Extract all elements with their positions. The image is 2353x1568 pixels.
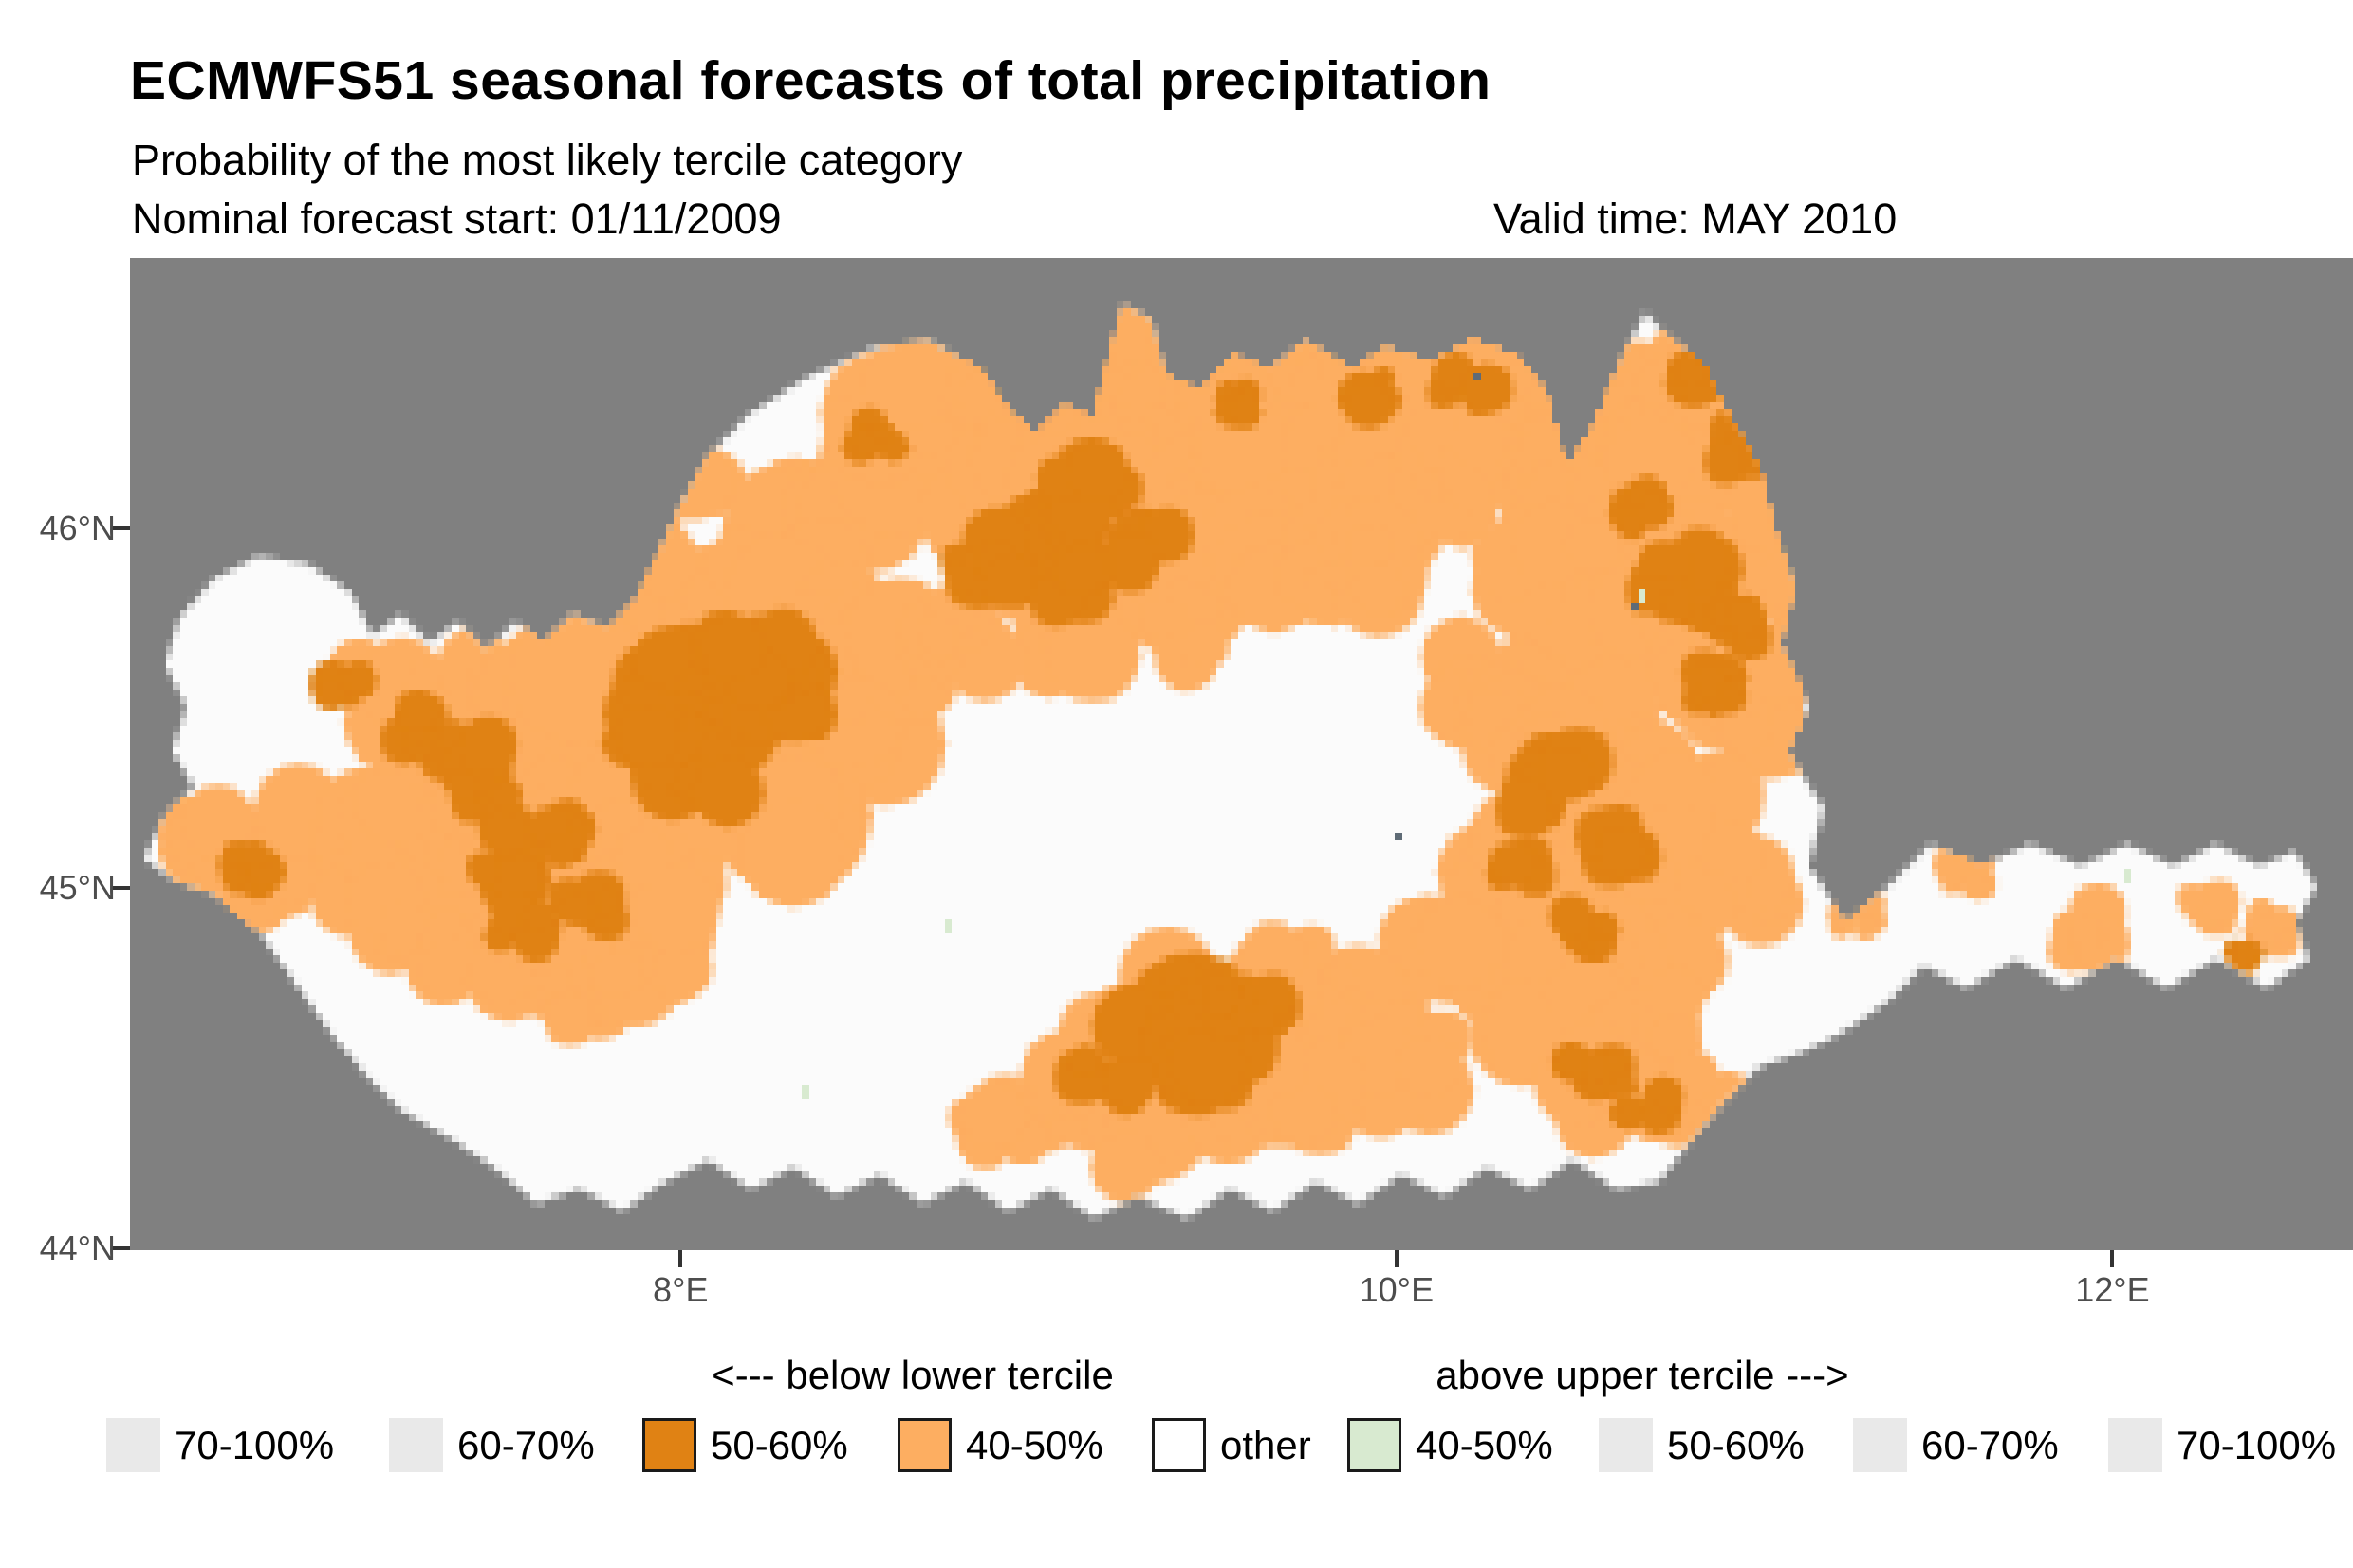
y-tick-mark: [113, 526, 130, 530]
forecast-map: [130, 258, 2353, 1250]
x-tick-label: 10°E: [1359, 1270, 1435, 1309]
y-tick-mark: [113, 1245, 130, 1250]
forecast-start-label: Nominal forecast start: 01/11/2009: [132, 194, 782, 243]
x-tick-mark: [1394, 1250, 1399, 1267]
legend-swatch-below-70-100-: [106, 1418, 160, 1472]
legend-header-above-tercile: above upper tercile --->: [1436, 1353, 1849, 1397]
y-tick-label: 44°N: [39, 1227, 116, 1267]
x-tick-label: 12°E: [2075, 1270, 2150, 1309]
legend-label: 70-100%: [175, 1423, 335, 1467]
legend-label: 50-60%: [711, 1423, 848, 1467]
legend-swatch-below-60-70-: [389, 1418, 443, 1472]
legend-label: 60-70%: [1921, 1423, 2059, 1467]
legend-swatch-above-70-100-: [2108, 1418, 2162, 1472]
legend-label: 50-60%: [1667, 1423, 1805, 1467]
legend-swatch-above-40-50-: [1347, 1418, 1401, 1472]
legend-label: other: [1220, 1423, 1311, 1467]
legend-swatch-below-50-60-: [642, 1418, 696, 1472]
y-tick-mark: [113, 886, 130, 891]
x-tick-mark: [678, 1250, 683, 1267]
legend-label: 60-70%: [457, 1423, 595, 1467]
valid-time-label: Valid time: MAY 2010: [1493, 194, 1898, 243]
legend-swatch-above-60-70-: [1853, 1418, 1907, 1472]
legend-label: 70-100%: [2177, 1423, 2337, 1467]
legend-header-below-tercile: <--- below lower tercile: [712, 1353, 1114, 1397]
legend-swatch-none-other: [1152, 1418, 1206, 1472]
x-tick-mark: [2110, 1250, 2115, 1267]
legend-label: 40-50%: [966, 1423, 1103, 1467]
legend-swatch-above-50-60-: [1599, 1418, 1653, 1472]
y-tick-label: 46°N: [39, 507, 116, 547]
page-title: ECMWFS51 seasonal forecasts of total pre…: [130, 50, 1491, 111]
legend-label: 40-50%: [1416, 1423, 1553, 1467]
x-tick-label: 8°E: [653, 1270, 709, 1309]
legend-swatch-below-40-50-: [898, 1418, 952, 1472]
subtitle: Probability of the most likely tercile c…: [132, 136, 963, 184]
y-tick-label: 45°N: [39, 868, 116, 908]
